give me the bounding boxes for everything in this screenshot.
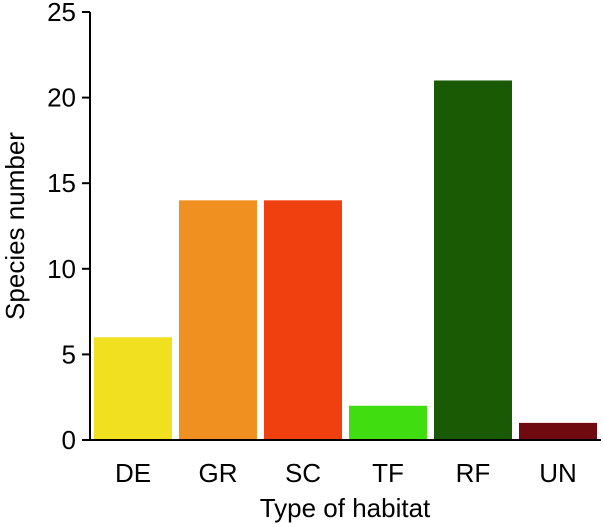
x-tick-label: TF bbox=[372, 458, 404, 488]
x-ticks-group: DE GR SC TF RF UN bbox=[115, 458, 577, 488]
x-axis-title: Type of habitat bbox=[260, 493, 431, 523]
x-tick-label: SC bbox=[285, 458, 321, 488]
axes-group bbox=[89, 12, 601, 441]
bar-sc bbox=[264, 200, 342, 440]
x-tick-label: UN bbox=[539, 458, 577, 488]
x-tick-label: RF bbox=[456, 458, 491, 488]
y-axis-title: Species number bbox=[0, 132, 30, 320]
bar-tf bbox=[349, 405, 427, 440]
bars-group bbox=[94, 80, 597, 440]
bar-gr bbox=[179, 200, 257, 440]
y-tick-label: 5 bbox=[62, 339, 76, 369]
y-tick-label: 25 bbox=[47, 0, 76, 27]
x-tick-label: DE bbox=[115, 458, 151, 488]
y-tick-label: 15 bbox=[47, 168, 76, 198]
bar-rf bbox=[434, 80, 512, 440]
y-tick-label: 0 bbox=[62, 425, 76, 455]
y-tick-label: 10 bbox=[47, 254, 76, 284]
y-ticks-group: 0 5 10 15 20 25 bbox=[47, 0, 90, 455]
x-tick-label: GR bbox=[199, 458, 238, 488]
bar-un bbox=[519, 422, 597, 440]
bar-de bbox=[94, 337, 172, 440]
y-tick-label: 20 bbox=[47, 83, 76, 113]
